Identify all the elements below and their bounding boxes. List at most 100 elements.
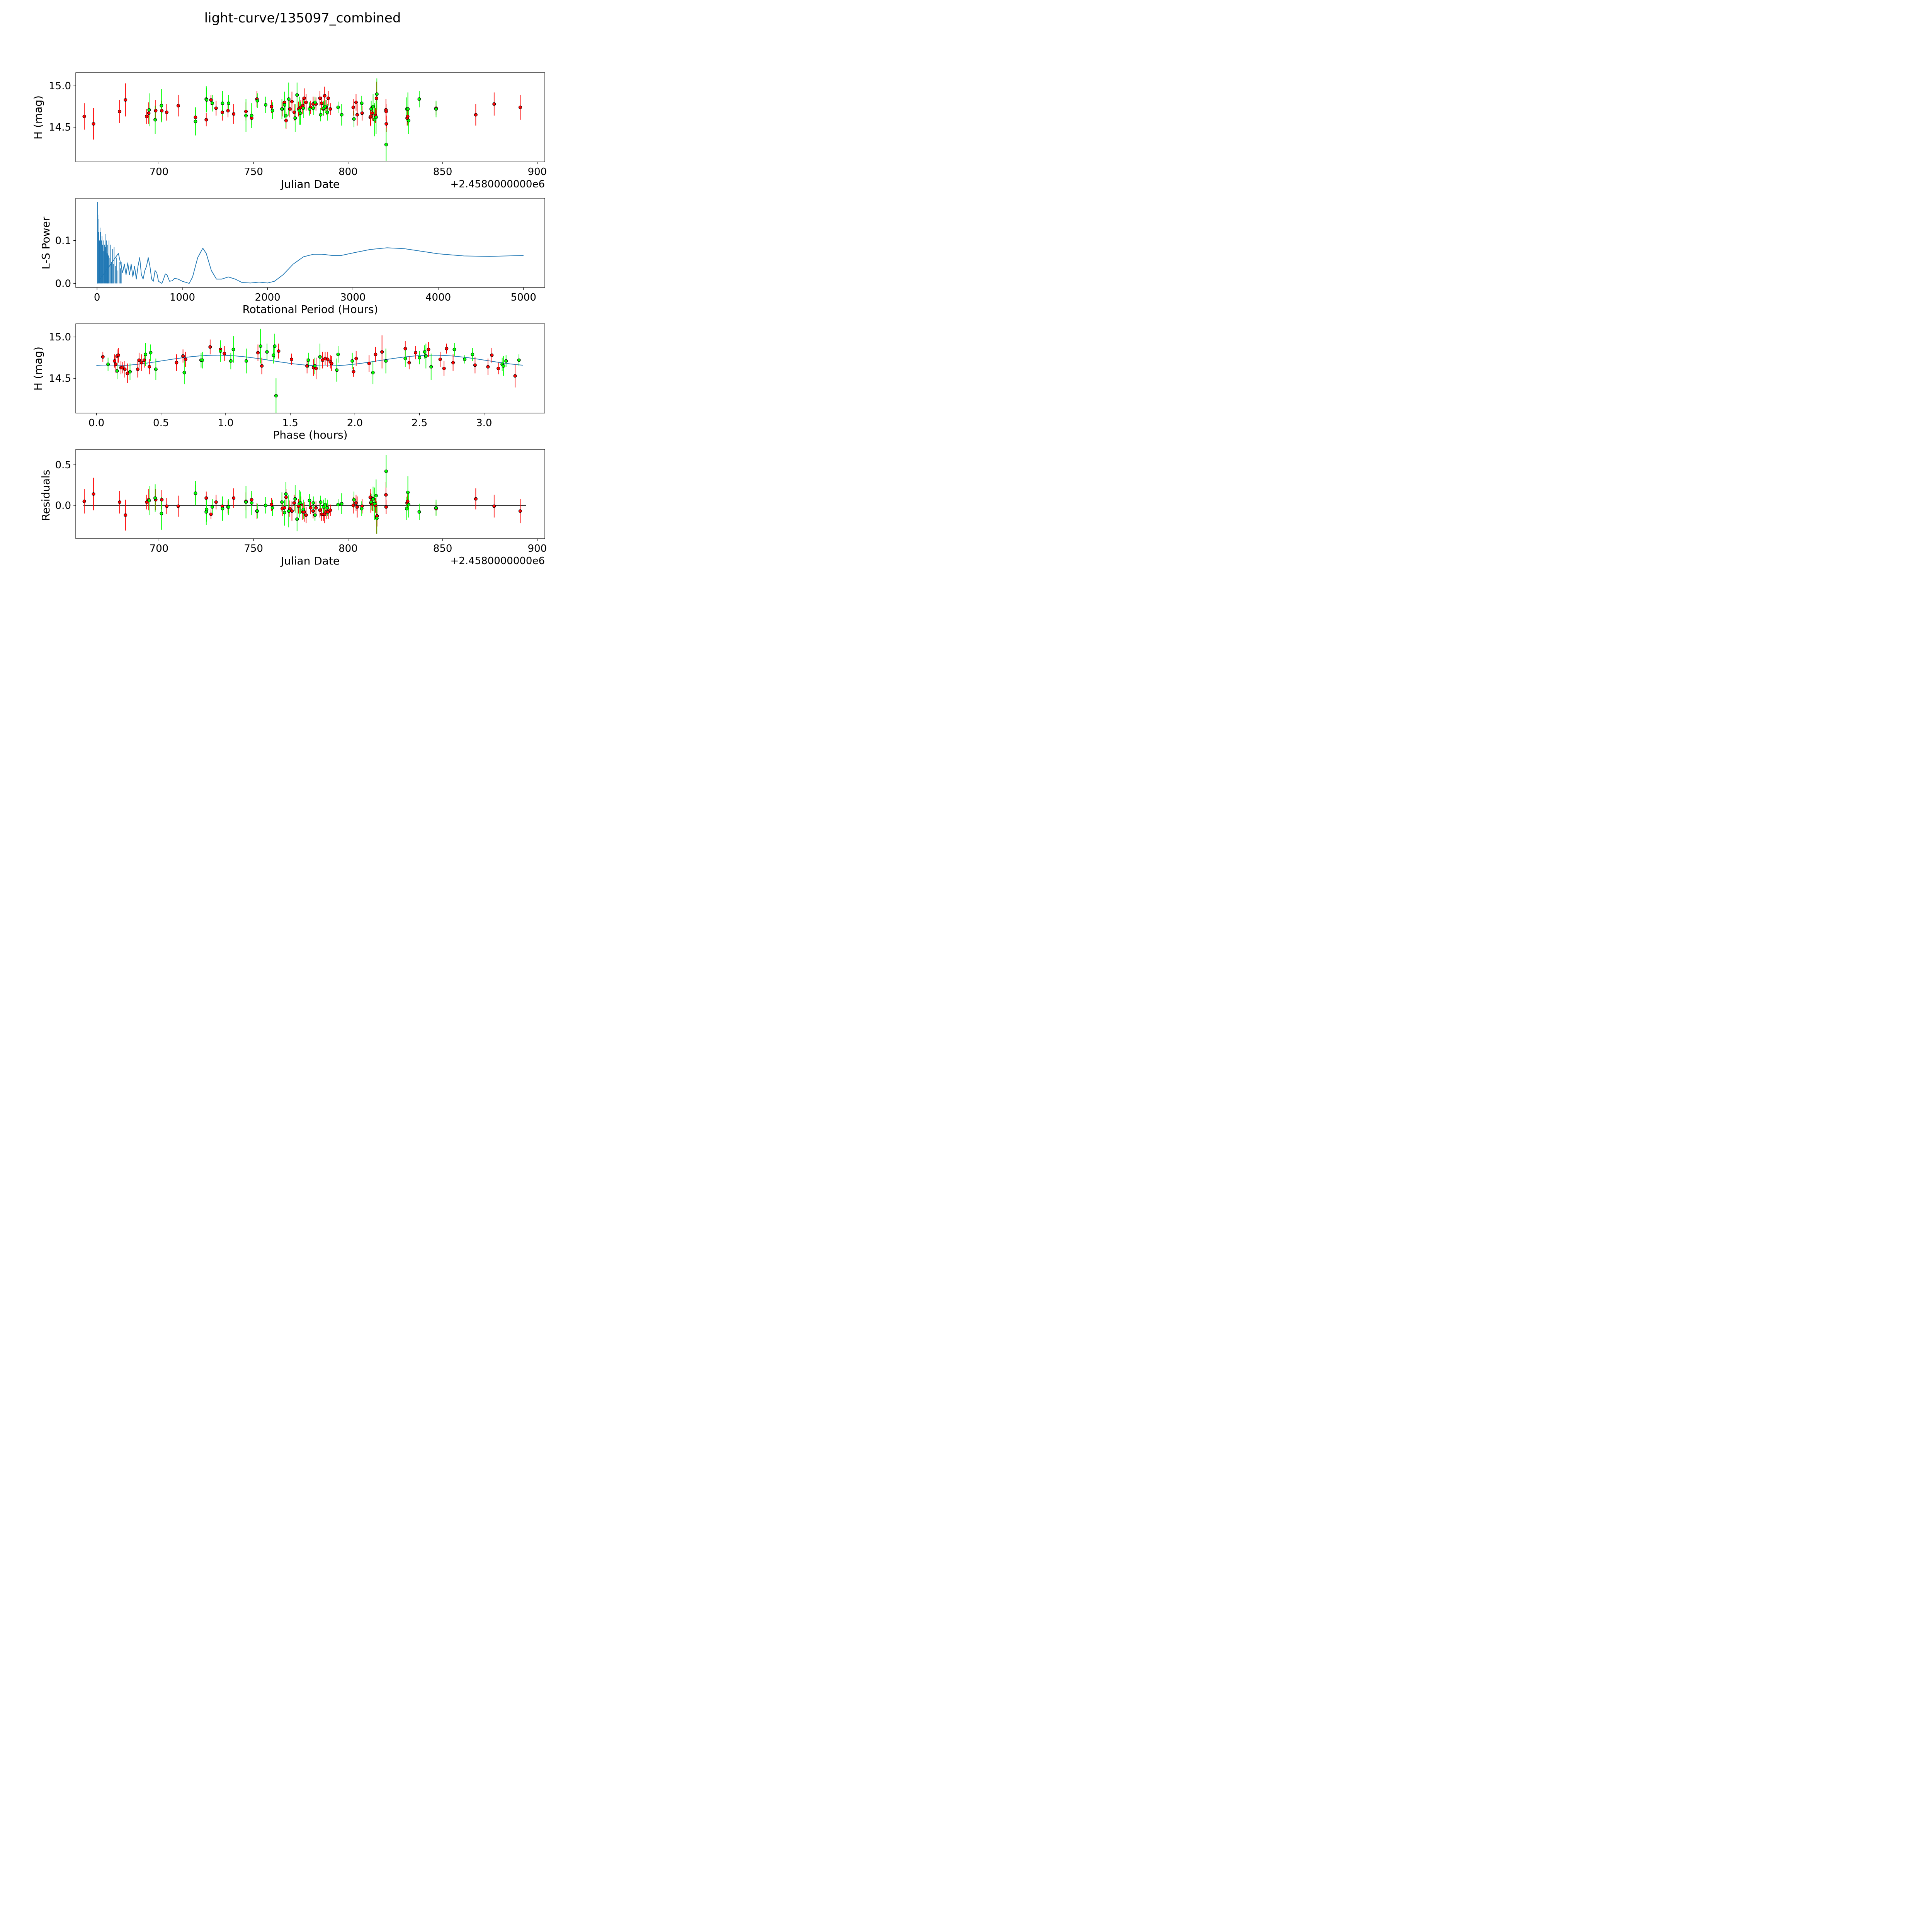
red-data-point [438,357,442,361]
green-data-point [287,97,291,101]
red-data-point [403,347,407,350]
phased-ylabel: H (mag) [32,347,44,391]
red-data-point [126,371,129,375]
red-data-point [351,105,355,109]
red-data-point [209,98,213,102]
green-data-point [321,505,325,509]
x-tick-label: 900 [528,543,547,554]
green-data-point [336,503,340,507]
red-data-point [406,114,410,118]
figure: light-curve/135097_combined 700 750 800 850… [32,10,547,567]
red-data-point [374,96,378,100]
green-data-point [406,107,410,111]
red-data-point [371,111,374,115]
green-data-point [264,503,267,507]
green-data-point [311,501,315,505]
red-data-point [284,495,288,499]
green-data-point [219,349,223,353]
y-tick-label: 0.5 [55,459,71,471]
red-data-point [209,512,213,516]
lightcurve-marks [82,78,522,161]
red-data-point [194,116,197,119]
x-tick-label: 850 [433,543,452,554]
red-data-point [112,359,116,363]
red-data-point [250,498,253,502]
red-data-point [184,357,187,361]
red-data-point [427,347,430,351]
panel-residuals: 700 750 800 850 900 0.0 0.5 Julian Date +2.45… [39,449,547,567]
green-data-point [231,347,235,351]
green-data-point [318,355,322,359]
phased-marks [96,328,523,413]
green-data-point [371,371,375,374]
red-data-point [176,104,180,108]
green-data-point [340,113,344,117]
red-data-point [208,345,212,349]
red-data-point [314,506,318,510]
green-data-point [149,351,153,355]
green-data-point [313,364,317,368]
red-data-point [292,111,296,114]
lightcurve-ylabel: H (mag) [32,95,44,139]
green-data-point [259,344,262,348]
green-data-point [313,100,317,104]
green-data-point [471,352,474,356]
phased-yticks: 14.5 15.0 [49,332,76,384]
red-data-point [288,107,292,111]
red-data-point [277,349,281,353]
green-data-point [417,510,421,514]
green-data-point [434,107,438,111]
green-data-point [244,114,248,117]
green-data-point [270,109,274,112]
green-data-point [282,103,286,107]
green-data-point [160,104,163,108]
x-tick-label: 750 [244,166,263,178]
green-data-point [144,352,148,356]
green-data-point [160,512,163,515]
phased-xlabel: Phase (hours) [273,429,347,441]
x-tick-label: 700 [150,543,169,554]
green-data-point [293,497,297,501]
green-data-point [244,359,248,363]
green-data-point [205,98,209,102]
green-data-point [350,359,354,363]
red-data-point [232,112,236,116]
red-data-point [145,500,149,504]
red-data-point [518,105,522,109]
red-data-point [148,365,151,369]
green-data-point [311,106,315,110]
red-data-point [176,504,180,508]
green-data-point [424,354,428,358]
green-data-point [154,367,158,371]
green-data-point [313,513,317,517]
lightcurve-xticks: 700 750 800 850 900 [150,162,547,178]
green-data-point [153,118,157,122]
x-tick-label: 0.0 [88,417,104,429]
y-tick-label: 0.0 [55,500,71,512]
red-data-point [486,365,490,369]
green-data-point [299,111,303,115]
red-data-point [309,506,313,510]
green-data-point [360,507,364,510]
green-data-point [335,368,339,372]
green-data-point [308,107,311,111]
green-data-point [352,498,356,502]
x-tick-label: 1000 [170,292,195,303]
green-data-point [407,119,411,122]
green-data-point [418,356,422,360]
green-data-point [374,116,378,119]
red-data-point [384,493,388,497]
residuals-yticks: 0.0 0.5 [55,459,76,512]
red-data-point [136,367,140,371]
red-data-point [384,505,388,509]
red-data-point [270,105,274,109]
green-data-point [229,359,233,363]
red-data-point [518,509,522,513]
green-data-point [227,101,231,105]
red-data-point [311,509,315,513]
red-data-point [328,509,332,512]
red-data-point [497,367,500,370]
green-data-point [375,517,379,520]
red-data-point [320,101,323,105]
red-data-point [368,495,372,499]
